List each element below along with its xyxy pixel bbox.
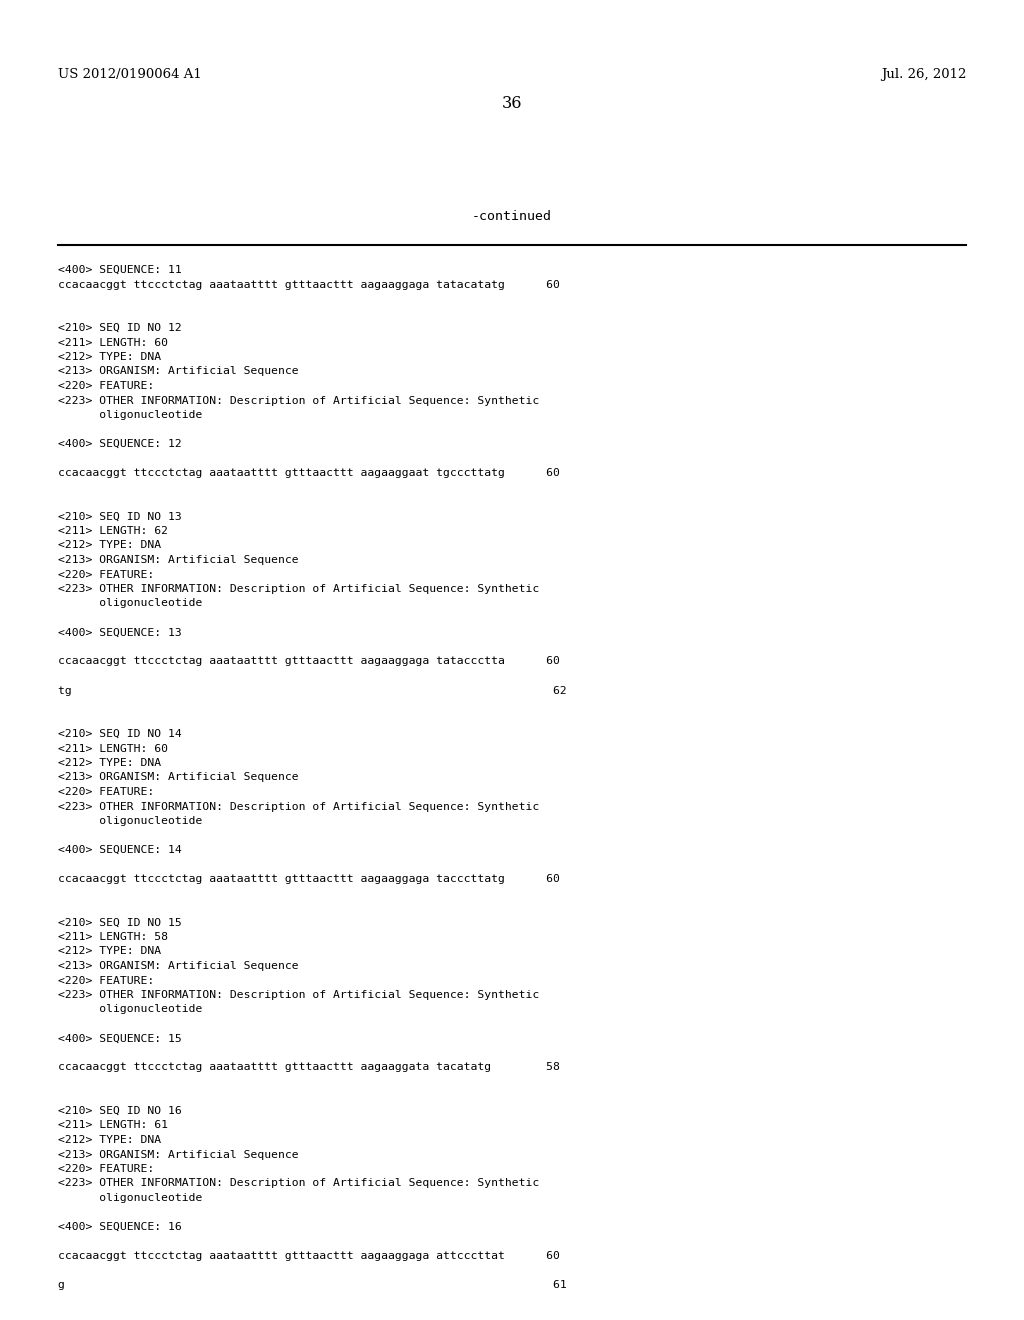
Text: <223> OTHER INFORMATION: Description of Artificial Sequence: Synthetic: <223> OTHER INFORMATION: Description of … [58, 801, 540, 812]
Text: <211> LENGTH: 60: <211> LENGTH: 60 [58, 338, 168, 347]
Text: <400> SEQUENCE: 16: <400> SEQUENCE: 16 [58, 1222, 181, 1232]
Text: <220> FEATURE:: <220> FEATURE: [58, 975, 155, 986]
Text: <210> SEQ ID NO 13: <210> SEQ ID NO 13 [58, 511, 181, 521]
Text: <400> SEQUENCE: 11: <400> SEQUENCE: 11 [58, 265, 181, 275]
Text: ccacaacggt ttccctctag aaataatttt gtttaacttt aagaaggaat tgcccttatg      60: ccacaacggt ttccctctag aaataatttt gtttaac… [58, 469, 560, 478]
Text: 36: 36 [502, 95, 522, 112]
Text: oligonucleotide: oligonucleotide [58, 816, 203, 826]
Text: <212> TYPE: DNA: <212> TYPE: DNA [58, 1135, 161, 1144]
Text: <212> TYPE: DNA: <212> TYPE: DNA [58, 540, 161, 550]
Text: <212> TYPE: DNA: <212> TYPE: DNA [58, 758, 161, 768]
Text: <223> OTHER INFORMATION: Description of Artificial Sequence: Synthetic: <223> OTHER INFORMATION: Description of … [58, 990, 540, 1001]
Text: <210> SEQ ID NO 12: <210> SEQ ID NO 12 [58, 323, 181, 333]
Text: <210> SEQ ID NO 14: <210> SEQ ID NO 14 [58, 729, 181, 739]
Text: oligonucleotide: oligonucleotide [58, 1005, 203, 1015]
Text: <211> LENGTH: 61: <211> LENGTH: 61 [58, 1121, 168, 1130]
Text: oligonucleotide: oligonucleotide [58, 598, 203, 609]
Text: <213> ORGANISM: Artificial Sequence: <213> ORGANISM: Artificial Sequence [58, 554, 299, 565]
Text: ccacaacggt ttccctctag aaataatttt gtttaacttt aagaaggaga tacccttatg      60: ccacaacggt ttccctctag aaataatttt gtttaac… [58, 874, 560, 884]
Text: <220> FEATURE:: <220> FEATURE: [58, 569, 155, 579]
Text: <213> ORGANISM: Artificial Sequence: <213> ORGANISM: Artificial Sequence [58, 961, 299, 972]
Text: <220> FEATURE:: <220> FEATURE: [58, 1164, 155, 1173]
Text: <220> FEATURE:: <220> FEATURE: [58, 381, 155, 391]
Text: <400> SEQUENCE: 13: <400> SEQUENCE: 13 [58, 627, 181, 638]
Text: oligonucleotide: oligonucleotide [58, 411, 203, 420]
Text: ccacaacggt ttccctctag aaataatttt gtttaacttt aagaaggaga tatacatatg      60: ccacaacggt ttccctctag aaataatttt gtttaac… [58, 280, 560, 289]
Text: <220> FEATURE:: <220> FEATURE: [58, 787, 155, 797]
Text: ccacaacggt ttccctctag aaataatttt gtttaacttt aagaaggaga attcccttat      60: ccacaacggt ttccctctag aaataatttt gtttaac… [58, 1251, 560, 1261]
Text: <213> ORGANISM: Artificial Sequence: <213> ORGANISM: Artificial Sequence [58, 367, 299, 376]
Text: <223> OTHER INFORMATION: Description of Artificial Sequence: Synthetic: <223> OTHER INFORMATION: Description of … [58, 583, 540, 594]
Text: <400> SEQUENCE: 15: <400> SEQUENCE: 15 [58, 1034, 181, 1044]
Text: <223> OTHER INFORMATION: Description of Artificial Sequence: Synthetic: <223> OTHER INFORMATION: Description of … [58, 396, 540, 405]
Text: <400> SEQUENCE: 14: <400> SEQUENCE: 14 [58, 845, 181, 855]
Text: Jul. 26, 2012: Jul. 26, 2012 [881, 69, 966, 81]
Text: US 2012/0190064 A1: US 2012/0190064 A1 [58, 69, 202, 81]
Text: <213> ORGANISM: Artificial Sequence: <213> ORGANISM: Artificial Sequence [58, 772, 299, 783]
Text: <211> LENGTH: 62: <211> LENGTH: 62 [58, 525, 168, 536]
Text: ccacaacggt ttccctctag aaataatttt gtttaacttt aagaaggata tacatatg        58: ccacaacggt ttccctctag aaataatttt gtttaac… [58, 1063, 560, 1072]
Text: <400> SEQUENCE: 12: <400> SEQUENCE: 12 [58, 440, 181, 449]
Text: -continued: -continued [472, 210, 552, 223]
Text: <211> LENGTH: 58: <211> LENGTH: 58 [58, 932, 168, 942]
Text: <211> LENGTH: 60: <211> LENGTH: 60 [58, 743, 168, 754]
Text: <210> SEQ ID NO 15: <210> SEQ ID NO 15 [58, 917, 181, 928]
Text: ccacaacggt ttccctctag aaataatttt gtttaacttt aagaaggaga tataccctta      60: ccacaacggt ttccctctag aaataatttt gtttaac… [58, 656, 560, 667]
Text: oligonucleotide: oligonucleotide [58, 1193, 203, 1203]
Text: g                                                                       61: g 61 [58, 1280, 566, 1290]
Text: <213> ORGANISM: Artificial Sequence: <213> ORGANISM: Artificial Sequence [58, 1150, 299, 1159]
Text: <212> TYPE: DNA: <212> TYPE: DNA [58, 946, 161, 957]
Text: <223> OTHER INFORMATION: Description of Artificial Sequence: Synthetic: <223> OTHER INFORMATION: Description of … [58, 1179, 540, 1188]
Text: tg                                                                      62: tg 62 [58, 685, 566, 696]
Text: <212> TYPE: DNA: <212> TYPE: DNA [58, 352, 161, 362]
Text: <210> SEQ ID NO 16: <210> SEQ ID NO 16 [58, 1106, 181, 1115]
